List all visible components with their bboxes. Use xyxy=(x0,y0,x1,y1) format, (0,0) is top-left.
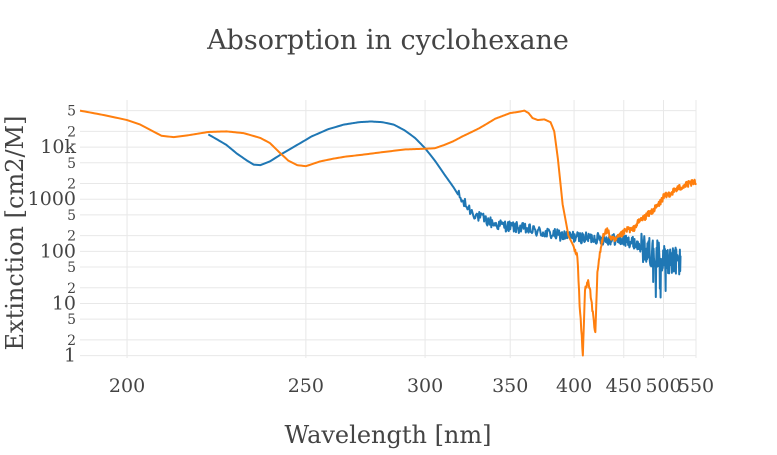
chart-title: Absorption in cyclohexane xyxy=(206,25,569,56)
tick-labels: 200 250 300 350 400 450 500550110100100010k252… xyxy=(28,104,714,397)
y-tick-label: 100 xyxy=(40,240,76,262)
x-tick-label: 400 xyxy=(556,375,592,397)
y-minor-tick-label: 5 xyxy=(67,104,76,120)
y-minor-tick-label: 5 xyxy=(67,312,76,328)
x-tick-label: 250 xyxy=(288,375,324,397)
x-tick-label: 550 xyxy=(678,375,714,397)
x-axis-title: Wavelength [nm] xyxy=(284,421,491,449)
y-tick-label: 10 xyxy=(52,292,76,314)
x-tick-label: 200 xyxy=(109,375,145,397)
series-2-line xyxy=(79,109,697,357)
x-tick-label: 350 xyxy=(492,375,528,397)
y-minor-tick-label: 2 xyxy=(67,333,76,349)
y-axis-title: Extinction [cm2/M] xyxy=(1,116,29,351)
x-tick-label: 450 xyxy=(606,375,642,397)
series-1-line xyxy=(207,120,682,299)
y-minor-tick-label: 2 xyxy=(67,281,76,297)
x-tick-label: 300 xyxy=(407,375,443,397)
y-minor-tick-label: 2 xyxy=(67,177,76,193)
grid xyxy=(80,100,697,358)
series-layer xyxy=(79,109,697,357)
x-tick-label: 500 xyxy=(645,375,681,397)
y-tick-label: 1000 xyxy=(28,188,76,210)
y-minor-tick-label: 5 xyxy=(67,156,76,172)
y-tick-label: 1 xyxy=(64,345,76,367)
y-minor-tick-label: 2 xyxy=(67,229,76,245)
y-minor-tick-label: 5 xyxy=(67,260,76,276)
y-tick-label: 10k xyxy=(40,136,76,158)
y-minor-tick-label: 2 xyxy=(67,124,76,140)
y-minor-tick-label: 5 xyxy=(67,208,76,224)
